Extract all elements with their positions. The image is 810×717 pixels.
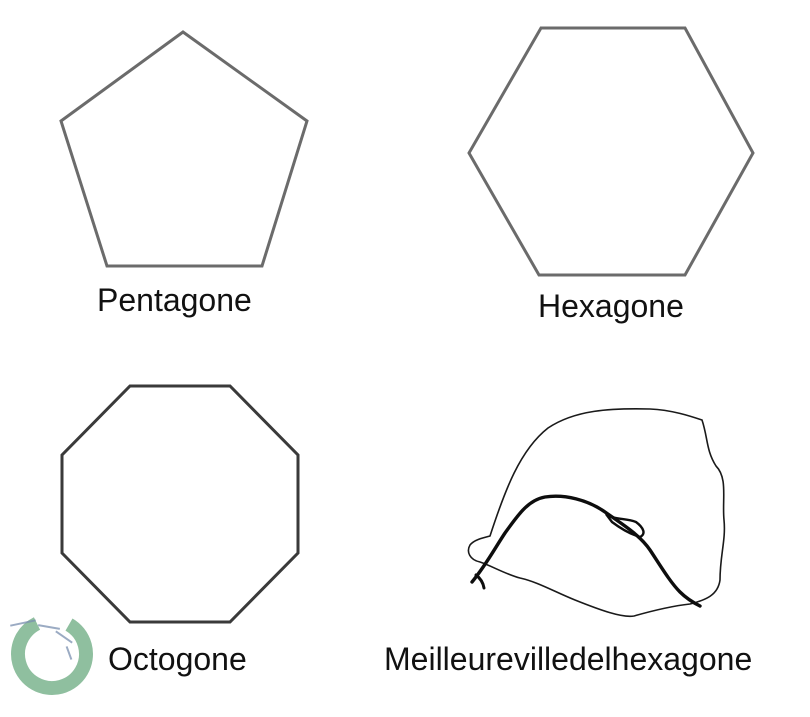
octagon-shape	[60, 384, 300, 624]
pentagon-shape	[59, 30, 309, 268]
city-outline-shape	[467, 408, 726, 618]
river-line-shape	[470, 494, 702, 608]
hexagon-caption: Hexagone	[538, 288, 684, 324]
city-caption: Meilleurevilledelhexagone	[384, 641, 753, 677]
river-island-shape	[605, 512, 645, 539]
hexagon-shape	[467, 26, 755, 277]
pentagon-caption: Pentagone	[97, 282, 252, 318]
octagon-caption: Octogone	[108, 641, 247, 677]
watermark-logo-icon	[10, 613, 93, 695]
river-branch-left-shape	[474, 573, 486, 590]
